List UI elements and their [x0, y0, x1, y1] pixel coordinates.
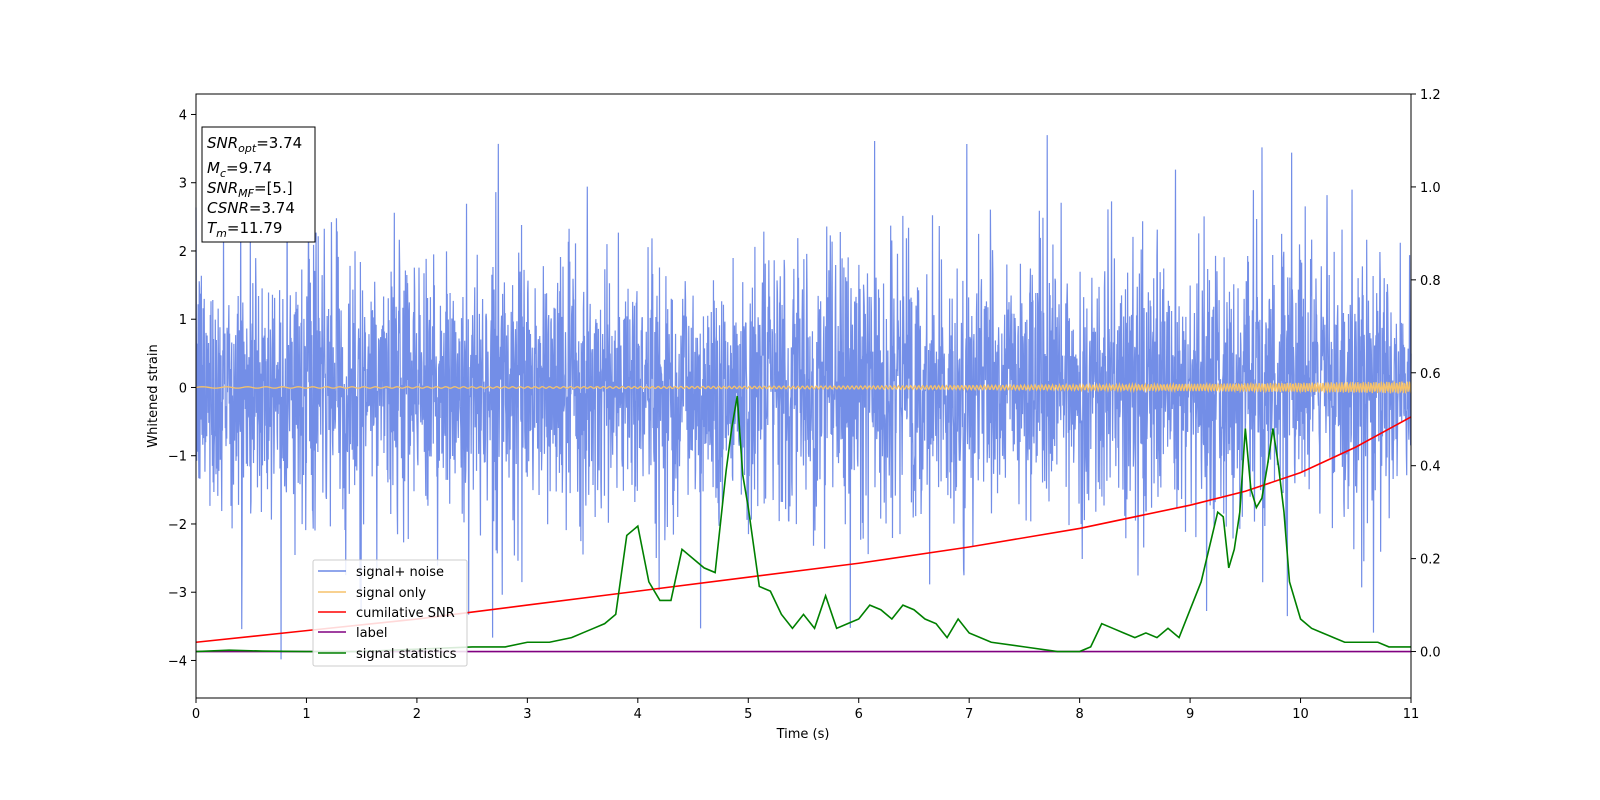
info-line-mc: Mc=9.74 — [207, 159, 272, 180]
series-signal-only — [195, 381, 1412, 394]
y-left-tick-label: −1 — [168, 450, 187, 465]
legend-label-signal-noise: signal+ noise — [356, 565, 444, 580]
y-left-tick-label: −2 — [168, 518, 187, 533]
y-right-tick-label: 0.8 — [1420, 274, 1441, 289]
y-right-tick-label: 1.0 — [1420, 181, 1441, 196]
y-left-tick-label: −3 — [168, 586, 187, 601]
legend-label-cumulative-snr: cumilative SNR — [356, 606, 455, 621]
y-right-tick-label: 0.4 — [1420, 460, 1441, 475]
y-left-tick-label: 4 — [179, 108, 187, 123]
legend-label-signal-only: signal only — [356, 586, 426, 601]
x-tick-label: 4 — [634, 707, 642, 722]
x-tick-label: 2 — [413, 707, 421, 722]
y-right-tick-label: 0.6 — [1420, 367, 1441, 382]
x-tick-label: 5 — [744, 707, 752, 722]
info-line-csnr: CSNR=3.74 — [207, 199, 295, 217]
x-tick-label: 6 — [855, 707, 863, 722]
x-tick-label: 10 — [1292, 707, 1309, 722]
legend: signal+ noise signal only cumilative SNR… — [312, 559, 468, 667]
plot-frame — [195, 93, 1412, 699]
y-left-tick-label: 3 — [179, 177, 187, 192]
y-left-tick-label: 2 — [179, 245, 187, 260]
x-tick-label: 3 — [523, 707, 531, 722]
y-right-tick-label: 0.0 — [1420, 646, 1441, 661]
legend-frame — [312, 559, 468, 667]
y-right-tick-label: 1.2 — [1420, 88, 1441, 103]
y-right-tick-label: 0.2 — [1420, 553, 1441, 568]
series-signal-statistics — [195, 395, 1411, 653]
x-axis: 0 1 2 3 4 5 6 7 8 9 10 11 — [192, 698, 1419, 722]
legend-label-signal-statistics: signal statistics — [356, 647, 457, 662]
info-line-tm: Tm=11.79 — [207, 219, 282, 240]
y-axis-left: −4 −3 −2 −1 0 1 2 3 4 — [168, 108, 196, 669]
y-left-tick-label: 0 — [179, 381, 187, 396]
x-tick-label: 1 — [302, 707, 310, 722]
x-tick-label: 11 — [1403, 707, 1420, 722]
info-box-frame — [201, 126, 316, 243]
x-tick-label: 0 — [192, 707, 200, 722]
y-left-tick-label: 1 — [179, 313, 187, 328]
x-axis-label: Time (s) — [776, 727, 830, 742]
x-tick-label: 8 — [1075, 707, 1083, 722]
legend-label-label: label — [356, 626, 387, 641]
y-left-tick-label: −4 — [168, 654, 187, 669]
series-signal-noise — [195, 135, 1412, 660]
y-axis-right: 0.0 0.2 0.4 0.6 0.8 1.0 1.2 — [1411, 88, 1441, 661]
info-line-snr-opt: SNRopt=3.74 — [207, 134, 302, 155]
info-box: SNRopt=3.74 Mc=9.74 SNRMF=[5.] CSNR=3.74… — [201, 126, 316, 243]
x-tick-label: 9 — [1186, 707, 1194, 722]
y-axis-label: Whitened strain — [146, 344, 161, 447]
info-line-snr-mf: SNRMF=[5.] — [207, 179, 293, 200]
x-tick-label: 7 — [965, 707, 973, 722]
